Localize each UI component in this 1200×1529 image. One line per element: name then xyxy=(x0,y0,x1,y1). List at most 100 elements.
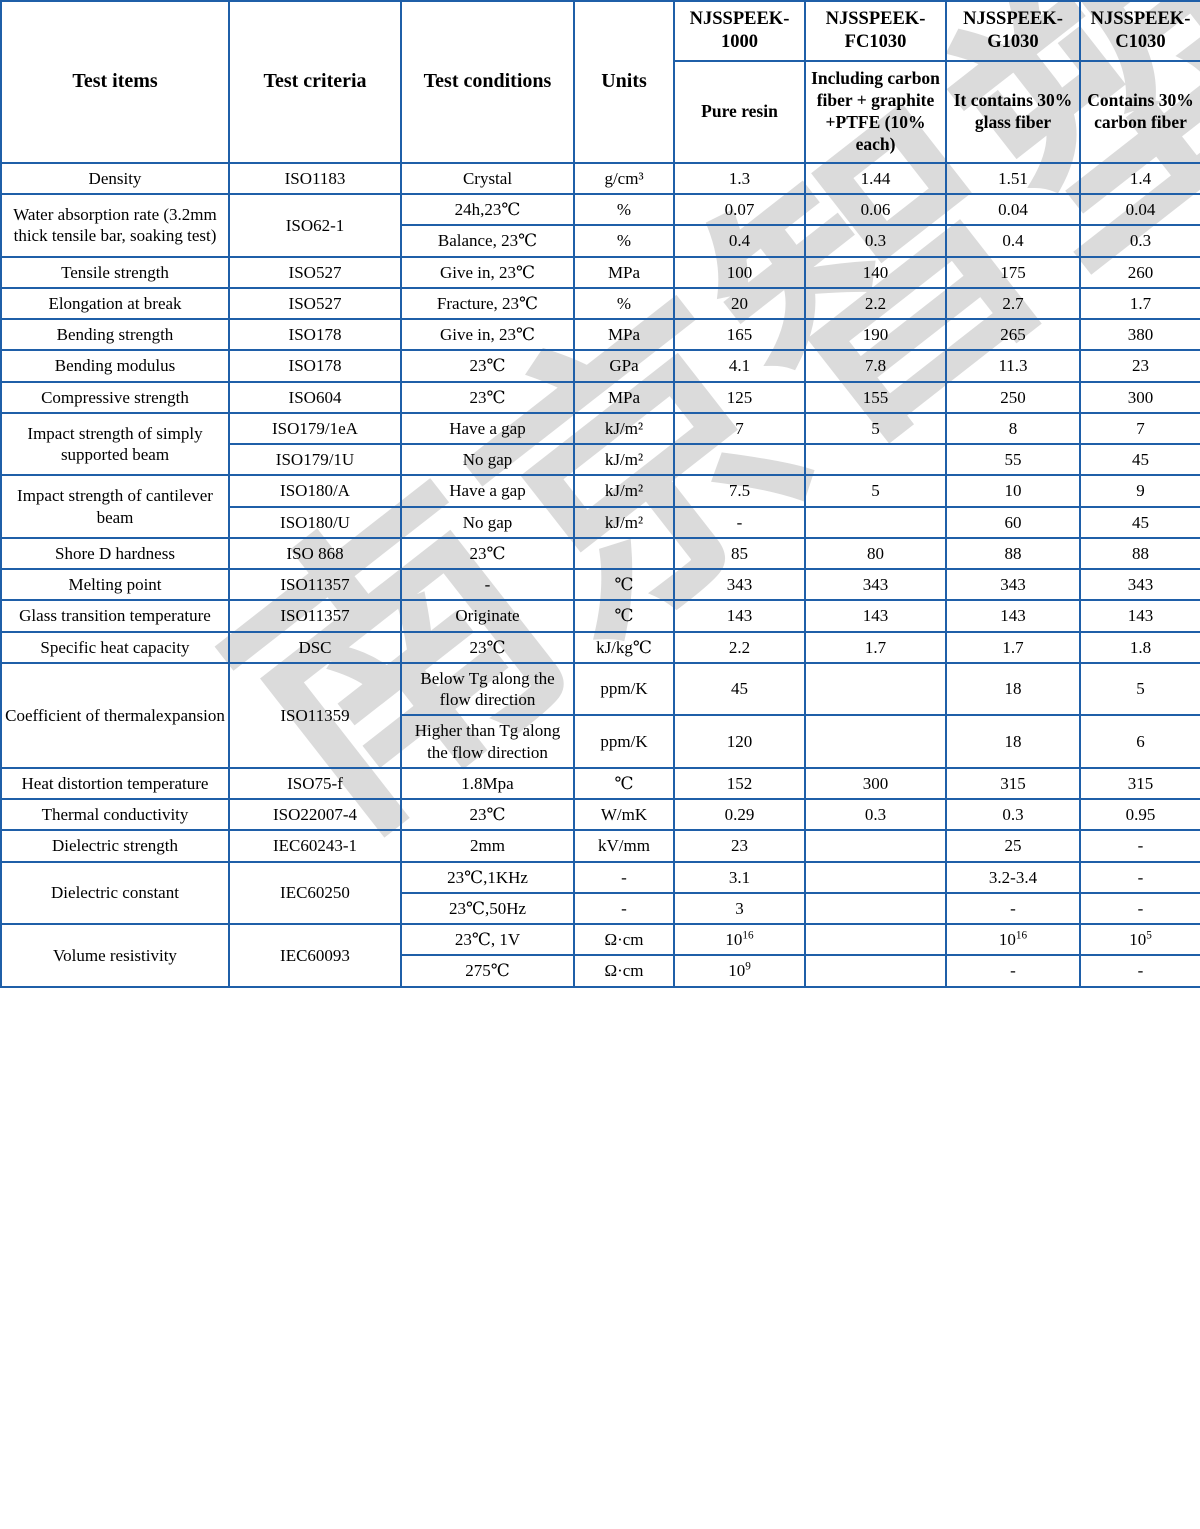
value-cell-product-0: 85 xyxy=(673,536,806,571)
column-header-test-items: Test items xyxy=(0,0,230,164)
unit-cell: MPa xyxy=(573,317,675,352)
value-cell-product-0 xyxy=(673,442,806,477)
test-criteria-cell: ISO178 xyxy=(228,349,402,383)
test-item-cell: Specific heat capacity xyxy=(0,630,230,664)
value-cell-product-1: 143 xyxy=(804,599,947,633)
value-cell-product-3: 0.04 xyxy=(1079,192,1200,227)
value-cell-product-2: 25 xyxy=(945,829,1081,863)
value-cell-product-2: 315 xyxy=(945,766,1081,801)
product-header-name-3: NJSSPEEK-C1030 xyxy=(1079,0,1200,63)
value-cell-product-2: 1.7 xyxy=(945,630,1081,664)
value-cell-product-3: 1.7 xyxy=(1079,286,1200,321)
value-cell-product-1 xyxy=(804,922,947,957)
value-cell-product-1: 1.44 xyxy=(804,161,947,196)
value-cell-product-3: 1.8 xyxy=(1079,630,1200,664)
product-header-name-0: NJSSPEEK-1000 xyxy=(673,0,806,63)
product-header-desc-2: It contains 30% glass fiber xyxy=(945,60,1081,164)
table-row: Melting point ISO11357- ℃ 343 343 343 343 xyxy=(0,567,1200,602)
value-cell-product-2: 250 xyxy=(945,380,1081,414)
value-cell-product-1 xyxy=(804,442,947,477)
unit-cell: W/mK xyxy=(573,797,675,832)
table-row: Dielectric strength IEC60243-1 2mm kV/mm 23 2… xyxy=(0,829,1200,863)
value-cell-product-3: 7 xyxy=(1079,411,1200,446)
test-criteria-cell: ISO 868 xyxy=(228,536,402,571)
value-cell-product-2: 0.4 xyxy=(945,224,1081,258)
test-criteria-cell: ISO62-1 xyxy=(228,193,402,258)
value-cell-product-3: 45 xyxy=(1079,505,1200,539)
column-header-test-criteria: Test criteria xyxy=(228,0,402,164)
test-condition-cell: 23℃ xyxy=(400,536,575,571)
test-condition-cell: Below Tg along the flow direction xyxy=(400,661,575,717)
test-criteria-cell: IEC60243-1 xyxy=(228,829,402,863)
test-condition-cell: Give in, 23℃ xyxy=(400,317,575,352)
table-row: Coefficient of thermalexpansion ISO11359 B… xyxy=(0,661,1200,769)
value-cell-product-0: 0.4 xyxy=(673,224,806,258)
value-cell-product-3: 6 xyxy=(1079,714,1200,769)
table-row: Water absorption rate (3.2mm thick tensi… xyxy=(0,192,1200,258)
value-cell-product-1: 80 xyxy=(804,536,947,571)
value-cell-product-0: 1016 xyxy=(673,922,806,957)
test-condition-cell: 2mm xyxy=(400,829,575,863)
value-cell-product-0: 4.1 xyxy=(673,349,806,383)
test-item-cell: Thermal conductivity xyxy=(0,797,230,832)
test-criteria-cell: DSC xyxy=(228,630,402,664)
unit-cell: ppm/K xyxy=(573,661,675,717)
test-condition-cell: 23℃ xyxy=(400,797,575,832)
table-row: Bending strength ISO178 Give in, 23℃ MPa 165… xyxy=(0,317,1200,352)
value-cell-product-1: 0.3 xyxy=(804,224,947,258)
unit-cell: ℃ xyxy=(573,599,675,633)
value-cell-product-1 xyxy=(804,954,947,988)
value-cell-product-3: 105 xyxy=(1079,922,1200,957)
table-row: 23℃,50Hz -3- - xyxy=(1,891,1200,926)
table-row: ISO179/1U No gap kJ/m² 55 45 xyxy=(1,442,1200,477)
header-row-primary: Test items Test criteria Test conditions… xyxy=(0,0,1200,164)
product-header-desc-0: Pure resin xyxy=(673,60,806,164)
value-cell-product-0: 125 xyxy=(673,380,806,414)
table-row: Shore D hardness ISO 868 23℃ 85 80 88 88 xyxy=(0,536,1200,571)
table-row: Bending modulus ISO178 23℃ GPa 4.1 7.8 11.3 23 xyxy=(0,349,1200,383)
test-condition-cell: 23℃ xyxy=(400,380,575,414)
value-cell-product-0: 3.1 xyxy=(673,860,806,894)
value-cell-product-2: 88 xyxy=(945,536,1081,571)
value-cell-product-1: 140 xyxy=(804,255,947,289)
value-cell-product-1: 5 xyxy=(804,411,947,446)
header-row-description: Pure resin Including carbon fiber + grap… xyxy=(1,60,1200,164)
value-cell-product-1 xyxy=(804,829,947,863)
table-row: 275℃ Ω·cm 109 - - xyxy=(1,954,1200,988)
value-cell-product-2: 0.3 xyxy=(945,797,1081,832)
value-cell-product-0: 109 xyxy=(673,954,806,988)
test-condition-cell: Higher than Tg along the flow direction xyxy=(400,714,575,769)
test-condition-cell: No gap xyxy=(400,442,575,477)
value-cell-product-1: 0.3 xyxy=(804,797,947,832)
test-condition-cell: - xyxy=(400,567,575,602)
value-cell-product-1: 1.7 xyxy=(804,630,947,664)
table-row: Heat distortion temperature ISO75-f 1.8Mpa… xyxy=(0,766,1200,801)
test-condition-cell: 23℃,1KHz xyxy=(400,860,575,894)
unit-cell: kJ/m² xyxy=(573,474,675,508)
test-criteria-cell: ISO527 xyxy=(228,255,402,289)
table-row: Balance, 23℃% 0.4 0.3 0.4 0.3 xyxy=(1,224,1200,258)
unit-cell: g/cm³ xyxy=(573,161,675,196)
unit-cell: kJ/m² xyxy=(573,505,675,539)
unit-cell: ℃ xyxy=(573,567,675,602)
unit-cell: % xyxy=(573,286,675,321)
value-cell-product-3: 88 xyxy=(1079,536,1200,571)
value-cell-product-2: - xyxy=(945,891,1081,926)
test-criteria-cell: ISO75-f xyxy=(228,766,402,801)
unit-cell: kJ/m² xyxy=(573,442,675,477)
value-cell-product-2: 60 xyxy=(945,505,1081,539)
test-criteria-cell: ISO11357 xyxy=(228,599,402,633)
column-header-test-conditions: Test conditions xyxy=(400,0,575,164)
value-cell-product-1: 7.8 xyxy=(804,349,947,383)
test-condition-cell: Originate xyxy=(400,599,575,633)
value-cell-product-0: 165 xyxy=(673,317,806,352)
test-item-cell: Bending strength xyxy=(0,317,230,352)
test-criteria-cell: ISO11359 xyxy=(228,661,402,769)
table-row: Impact strength of simply supported beam… xyxy=(0,411,1200,477)
unit-cell xyxy=(573,536,675,571)
product-header-desc-3: Contains 30% carbon fiber xyxy=(1079,60,1200,164)
value-cell-product-0: 343 xyxy=(673,567,806,602)
test-condition-cell: 24h,23℃ xyxy=(400,192,575,227)
test-criteria-cell: ISO604 xyxy=(228,380,402,414)
table-row: Specific heat capacity DSC 23℃ kJ/kg℃ 2.2 1.7… xyxy=(0,630,1200,664)
